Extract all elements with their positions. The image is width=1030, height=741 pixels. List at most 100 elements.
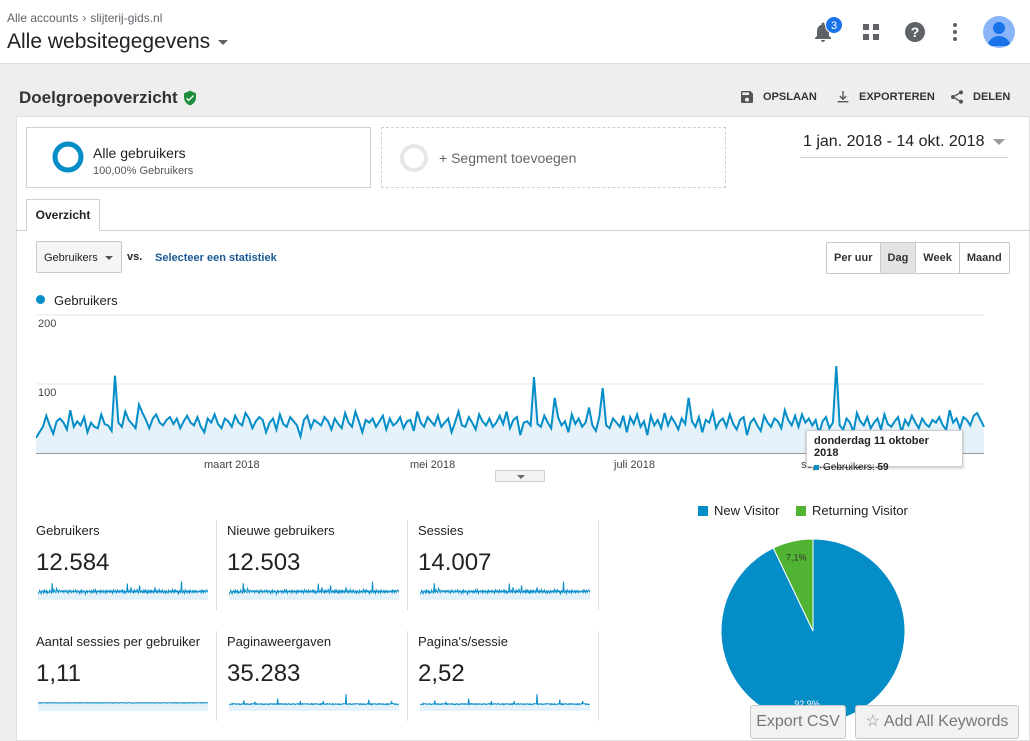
sparkline-line bbox=[229, 581, 399, 596]
add-segment-label: + Segment toevoegen bbox=[439, 150, 577, 166]
star-icon: ☆ bbox=[865, 713, 880, 730]
share-icon bbox=[951, 90, 963, 104]
svg-text:?: ? bbox=[911, 24, 920, 40]
users-timeline-chart[interactable]: 200 100 maart 2018 mei 2018 juli 2018 se… bbox=[36, 312, 986, 484]
pie-legend-swatch-returning bbox=[796, 505, 806, 516]
select-metric-link[interactable]: Selecteer een statistiek bbox=[155, 252, 277, 264]
chevron-down-icon bbox=[105, 256, 113, 260]
tooltip-row: Gebruikers: 59 bbox=[814, 462, 955, 473]
apps-grid-icon[interactable] bbox=[859, 20, 883, 44]
vs-label: vs. bbox=[127, 251, 143, 263]
scorecard-label: Sessies bbox=[418, 523, 464, 538]
avatar[interactable] bbox=[983, 16, 1015, 48]
granularity-toggle: Per uur Dag Week Maand bbox=[826, 242, 1010, 274]
segment-name: Alle gebruikers bbox=[93, 145, 186, 161]
breadcrumb-separator-icon: › bbox=[82, 11, 87, 25]
tab-overview[interactable]: Overzicht bbox=[26, 199, 100, 231]
scorecard-label: Gebruikers bbox=[36, 523, 100, 538]
sparkline-area bbox=[420, 581, 590, 600]
pie-legend-label-new: New Visitor bbox=[714, 503, 780, 518]
view-selector[interactable]: Alle websitegegevens bbox=[7, 30, 229, 54]
granularity-week[interactable]: Week bbox=[915, 243, 959, 273]
ytick-200: 200 bbox=[38, 318, 56, 330]
sparkline-line bbox=[229, 694, 399, 706]
sparkline-line bbox=[420, 694, 590, 706]
save-icon bbox=[741, 91, 753, 103]
scorecard-divider bbox=[598, 631, 599, 721]
granularity-day[interactable]: Dag bbox=[879, 243, 916, 273]
scorecard-value: 14.007 bbox=[418, 549, 492, 576]
tooltip-date: donderdag 11 oktober 2018 bbox=[814, 435, 929, 459]
date-range-picker[interactable]: 1 jan. 2018 - 14 okt. 2018 bbox=[803, 133, 985, 150]
breadcrumb[interactable]: Alle accounts › slijterij-gids.nl bbox=[7, 11, 162, 25]
save-label: OPSLAAN bbox=[763, 91, 817, 103]
scorecard-value: 35.283 bbox=[227, 660, 301, 687]
scorecard-value: 2,52 bbox=[418, 660, 465, 687]
add-all-keywords-button[interactable]: ☆ Add All Keywords bbox=[855, 705, 1019, 739]
sparkline-area bbox=[38, 702, 208, 711]
scorecard-sessions[interactable]: Sessies 14.007 bbox=[418, 523, 601, 613]
segment-all-users[interactable]: Alle gebruikers 100,00% Gebruikers bbox=[26, 127, 371, 188]
account-icon bbox=[987, 22, 1011, 46]
visitor-pie-chart[interactable]: 7,1% 92,9% bbox=[720, 538, 906, 724]
export-button[interactable]: EXPORTEREN bbox=[835, 89, 935, 105]
sparkline bbox=[420, 694, 590, 711]
save-button[interactable]: OPSLAAN bbox=[739, 89, 817, 105]
segment-percentage: 100,00% Gebruikers bbox=[93, 165, 194, 177]
legend-label-gebruikers: Gebruikers bbox=[54, 293, 118, 308]
share-button[interactable]: DELEN bbox=[949, 89, 1010, 105]
scorecard-sessions-per-user[interactable]: Aantal sessies per gebruiker 1,11 bbox=[36, 634, 219, 724]
scorecard-new-users[interactable]: Nieuwe gebruikers 12.503 bbox=[227, 523, 410, 613]
granularity-hourly[interactable]: Per uur bbox=[827, 243, 880, 273]
users-line bbox=[36, 366, 985, 441]
scorecard-pageviews[interactable]: Paginaweergaven 35.283 bbox=[227, 634, 410, 724]
pie-legend-returning: Returning Visitor bbox=[796, 503, 908, 518]
pie-legend-swatch-new bbox=[698, 505, 708, 516]
legend-dot-gebruikers bbox=[36, 295, 45, 304]
page-title: Doelgroepoverzicht bbox=[19, 88, 178, 107]
breadcrumb-accounts[interactable]: Alle accounts bbox=[7, 11, 79, 25]
scorecard-pages-per-session[interactable]: Pagina's/sessie 2,52 bbox=[418, 634, 601, 724]
granularity-month[interactable]: Maand bbox=[958, 243, 1009, 273]
chart-collapse-handle[interactable] bbox=[495, 470, 545, 482]
scorecard-label: Paginaweergaven bbox=[227, 634, 332, 649]
sparkline-area bbox=[229, 694, 399, 711]
verified-shield-icon bbox=[184, 90, 196, 106]
more-vert-icon[interactable] bbox=[943, 20, 967, 44]
scorecard-label: Pagina's/sessie bbox=[418, 634, 508, 649]
export-label: EXPORTEREN bbox=[859, 91, 935, 103]
tab-divider bbox=[16, 230, 1030, 231]
sparkline-area bbox=[229, 581, 399, 600]
sparkline bbox=[229, 581, 399, 600]
pie-label-new: 92,9% bbox=[794, 699, 820, 709]
sparkline-area bbox=[38, 581, 208, 600]
date-range-underline bbox=[800, 157, 1008, 158]
date-range-chevron-icon[interactable] bbox=[993, 139, 1005, 145]
chart-tooltip: donderdag 11 oktober 2018 Gebruikers: 59 bbox=[806, 430, 963, 473]
sparkline bbox=[38, 581, 208, 600]
notification-badge: 3 bbox=[825, 16, 843, 34]
export-csv-button[interactable]: Export CSV bbox=[750, 705, 846, 739]
top-bar: Alle accounts › slijterij-gids.nl Alle web… bbox=[0, 0, 1030, 64]
scorecard-divider bbox=[216, 631, 217, 721]
empty-segment-ring-icon bbox=[400, 144, 428, 172]
users-area bbox=[36, 366, 984, 453]
pie-slice-returning-visitor bbox=[772, 538, 814, 632]
help-icon[interactable]: ? bbox=[903, 20, 927, 44]
xtick-juli: juli 2018 bbox=[613, 459, 655, 471]
sparkline bbox=[420, 581, 590, 600]
scorecard-label: Aantal sessies per gebruiker bbox=[36, 634, 201, 649]
pie-legend-new: New Visitor bbox=[698, 503, 780, 518]
metric-dropdown[interactable]: Gebruikers bbox=[36, 241, 122, 273]
segment-ring-icon bbox=[52, 141, 84, 173]
ytick-100: 100 bbox=[38, 387, 56, 399]
view-title: Alle websitegegevens bbox=[7, 30, 211, 53]
sparkline bbox=[38, 701, 208, 711]
scorecard-divider bbox=[407, 520, 408, 610]
add-segment-button[interactable]: + Segment toevoegen bbox=[381, 127, 726, 188]
breadcrumb-property[interactable]: slijterij-gids.nl bbox=[90, 11, 163, 25]
scorecard-users[interactable]: Gebruikers 12.584 bbox=[36, 523, 219, 613]
sparkline-area bbox=[420, 694, 590, 711]
tooltip-swatch bbox=[814, 464, 819, 470]
scorecard-divider bbox=[216, 520, 217, 610]
